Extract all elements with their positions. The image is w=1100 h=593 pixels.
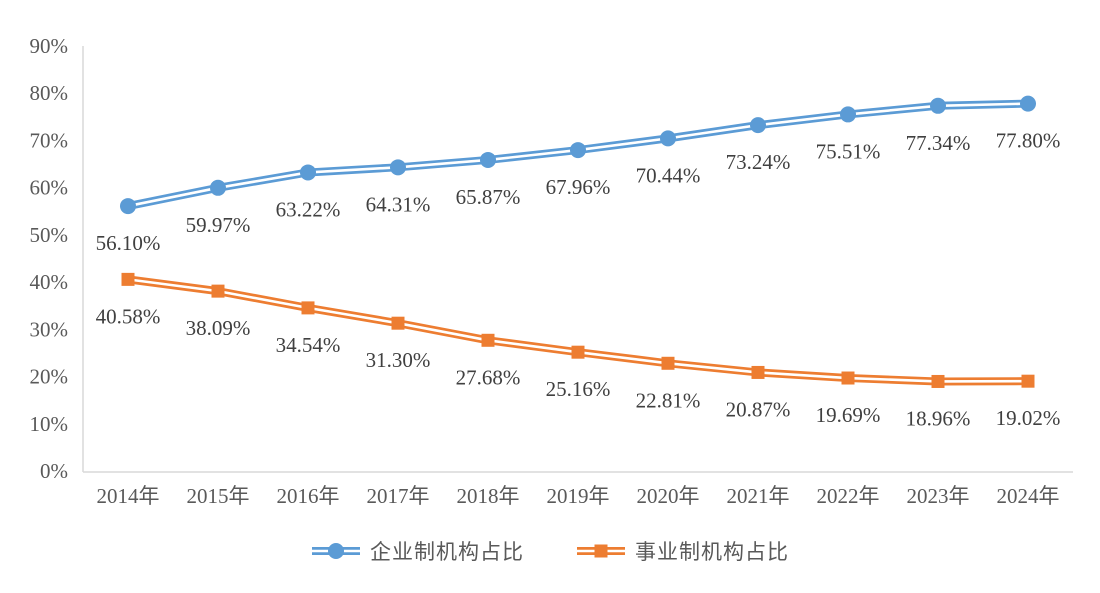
y-tick-label: 80% [30,81,69,105]
data-point-marker [300,164,316,181]
y-tick-label: 40% [30,270,69,294]
x-tick-label: 2024年 [997,484,1060,508]
data-label: 63.22% [276,197,341,221]
data-label: 19.69% [816,403,881,427]
y-tick-label: 60% [30,176,69,200]
data-point-marker [661,356,675,370]
x-tick-label: 2021年 [727,484,790,508]
x-tick-label: 2022年 [817,484,880,508]
data-point-marker [750,117,766,134]
data-point-marker [120,198,136,215]
data-label: 34.54% [276,333,341,357]
data-label: 56.10% [96,231,161,255]
legend-marker-square-icon [577,544,625,558]
data-point-marker [930,97,946,114]
data-label: 67.96% [546,175,611,199]
data-point-marker [301,301,315,315]
data-label: 20.87% [726,397,791,421]
data-label: 65.87% [456,185,521,209]
data-point-marker [391,316,405,330]
y-tick-label: 30% [30,317,69,341]
x-tick-label: 2020年 [637,484,700,508]
data-point-marker [840,106,856,123]
series-line-square [124,275,1032,386]
x-tick-label: 2015年 [187,484,250,508]
x-tick-label: 2023年 [907,484,970,508]
data-label: 73.24% [726,150,791,174]
legend-item: 企业制机构占比 [311,536,524,566]
data-point-marker [481,333,495,347]
y-tick-label: 0% [40,459,68,483]
y-tick-label: 10% [30,412,69,436]
data-label: 22.81% [636,388,701,412]
legend-marker-circle-icon [312,543,360,559]
data-label: 38.09% [186,316,251,340]
y-tick-label: 50% [30,223,69,247]
legend: 企业制机构占比 事业制机构占比 [0,536,1100,566]
data-point-marker [480,151,496,168]
data-point-marker [1021,374,1035,388]
data-point-marker [121,272,135,286]
series-line-inner-stripe [126,278,1030,383]
x-tick-label: 2017年 [367,484,430,508]
data-point-marker [931,374,945,388]
data-point-marker [841,371,855,385]
data-label: 18.96% [906,406,971,430]
data-label: 59.97% [186,213,251,237]
data-label: 70.44% [636,163,701,187]
data-label: 75.51% [816,139,881,163]
legend-label: 企业制机构占比 [370,540,524,564]
x-tick-label: 2018年 [457,484,520,508]
data-label: 31.30% [366,348,431,372]
data-point-marker [571,345,585,359]
data-label: 19.02% [996,406,1061,430]
x-tick-label: 2019年 [547,484,610,508]
y-tick-label: 90% [30,34,69,58]
data-point-marker [660,130,676,147]
legend-item: 事业制机构占比 [576,536,789,566]
x-tick-label: 2014年 [97,484,160,508]
data-point-marker [210,179,226,196]
data-label: 27.68% [456,365,521,389]
legend-label: 事业制机构占比 [635,540,789,564]
y-tick-label: 20% [30,365,69,389]
data-point-marker [211,284,225,298]
data-label: 40.58% [96,304,161,328]
data-point-marker [751,365,765,379]
data-label: 64.31% [366,192,431,216]
data-label: 77.80% [996,129,1061,153]
data-point-marker [570,142,586,159]
data-label: 77.34% [906,131,971,155]
data-point-marker [1020,95,1036,112]
y-tick-label: 70% [30,128,69,152]
data-point-marker [390,159,406,176]
data-label: 25.16% [546,377,611,401]
x-tick-label: 2016年 [277,484,340,508]
